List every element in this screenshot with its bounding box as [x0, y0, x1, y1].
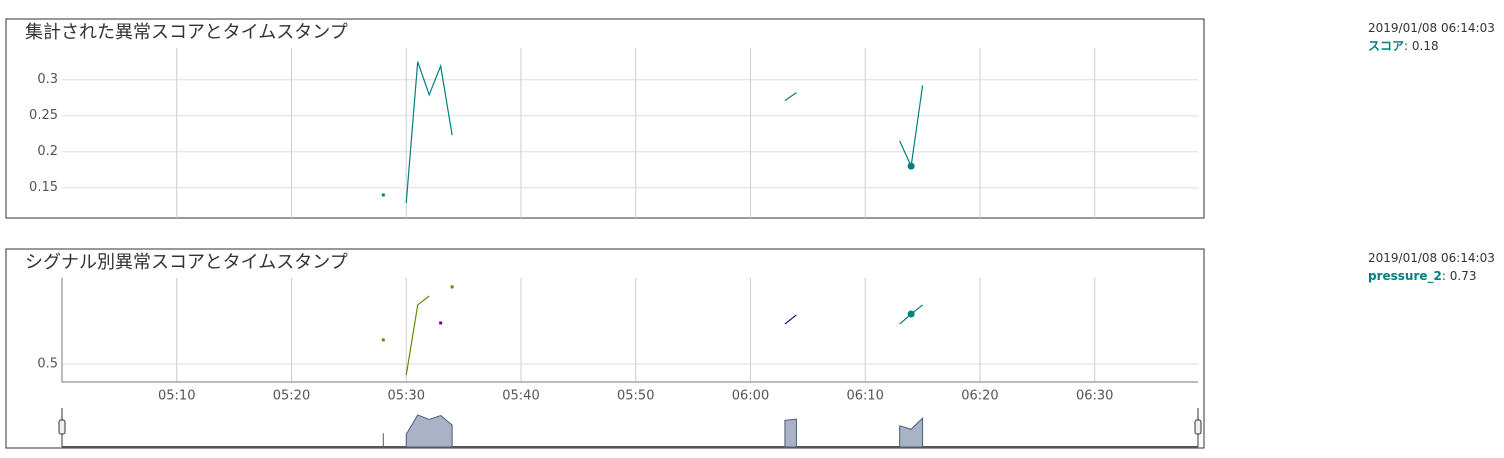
- point: [381, 338, 385, 342]
- chart-frame: [5, 18, 1205, 219]
- legend: 2019/01/08 06:14:03 スコア: 0.18: [1368, 19, 1495, 55]
- x-tick-label: 05:40: [502, 389, 539, 404]
- line: [784, 92, 797, 102]
- chart-frame: [5, 248, 1205, 449]
- legend-value: 0.18: [1411, 39, 1439, 53]
- x-tick-label: 05:50: [617, 389, 654, 404]
- range-handle[interactable]: [58, 419, 66, 435]
- range-area: [899, 417, 924, 448]
- line: [899, 85, 924, 169]
- point: [381, 193, 385, 197]
- x-tick-label: 06:10: [846, 389, 883, 404]
- x-tick-label: 05:20: [273, 389, 310, 404]
- x-tick-label: 06:30: [1076, 389, 1113, 404]
- legend-time: 2019/01/08 06:14:03: [1368, 251, 1495, 265]
- chart-title: 集計された異常スコアとタイムスタンプ: [25, 22, 348, 43]
- legend-entry: pressure_2: 0.73: [1368, 269, 1477, 283]
- legend: 2019/01/08 06:14:03 pressure_2: 0.73: [1368, 249, 1495, 285]
- line: [784, 314, 797, 325]
- line: [405, 295, 430, 376]
- legend-value: 0.73: [1449, 269, 1477, 283]
- x-tick-label: 05:10: [158, 389, 195, 404]
- highlight-point: [907, 310, 915, 318]
- x-tick-label: 06:00: [732, 389, 769, 404]
- legend-series: スコア: [1368, 39, 1405, 53]
- chart-title: シグナル別異常スコアとタイムスタンプ: [25, 252, 348, 273]
- legend-entry: スコア: 0.18: [1368, 39, 1439, 53]
- range-handle[interactable]: [1194, 419, 1202, 435]
- y-tick-label: 0.15: [29, 180, 58, 195]
- point: [450, 285, 454, 289]
- y-tick-label: 0.2: [37, 144, 58, 159]
- line: [405, 61, 453, 203]
- x-tick-label: 06:20: [961, 389, 998, 404]
- y-tick-label: 0.5: [37, 356, 58, 371]
- y-tick-label: 0.3: [37, 72, 58, 87]
- range-area: [405, 414, 453, 448]
- legend-time: 2019/01/08 06:14:03: [1368, 21, 1495, 35]
- range-selector[interactable]: [58, 408, 1202, 448]
- point: [439, 321, 443, 325]
- highlight-point: [907, 162, 915, 170]
- plots: 0.15 0.2 0.25 0.3 05:10 05:20 05:30 05:40 05:50 0…: [29, 48, 1198, 404]
- legend-series: pressure_2: [1368, 269, 1442, 283]
- x-tick-label: 05:30: [388, 389, 425, 404]
- y-tick-label: 0.25: [29, 108, 58, 123]
- range-area: [784, 418, 797, 448]
